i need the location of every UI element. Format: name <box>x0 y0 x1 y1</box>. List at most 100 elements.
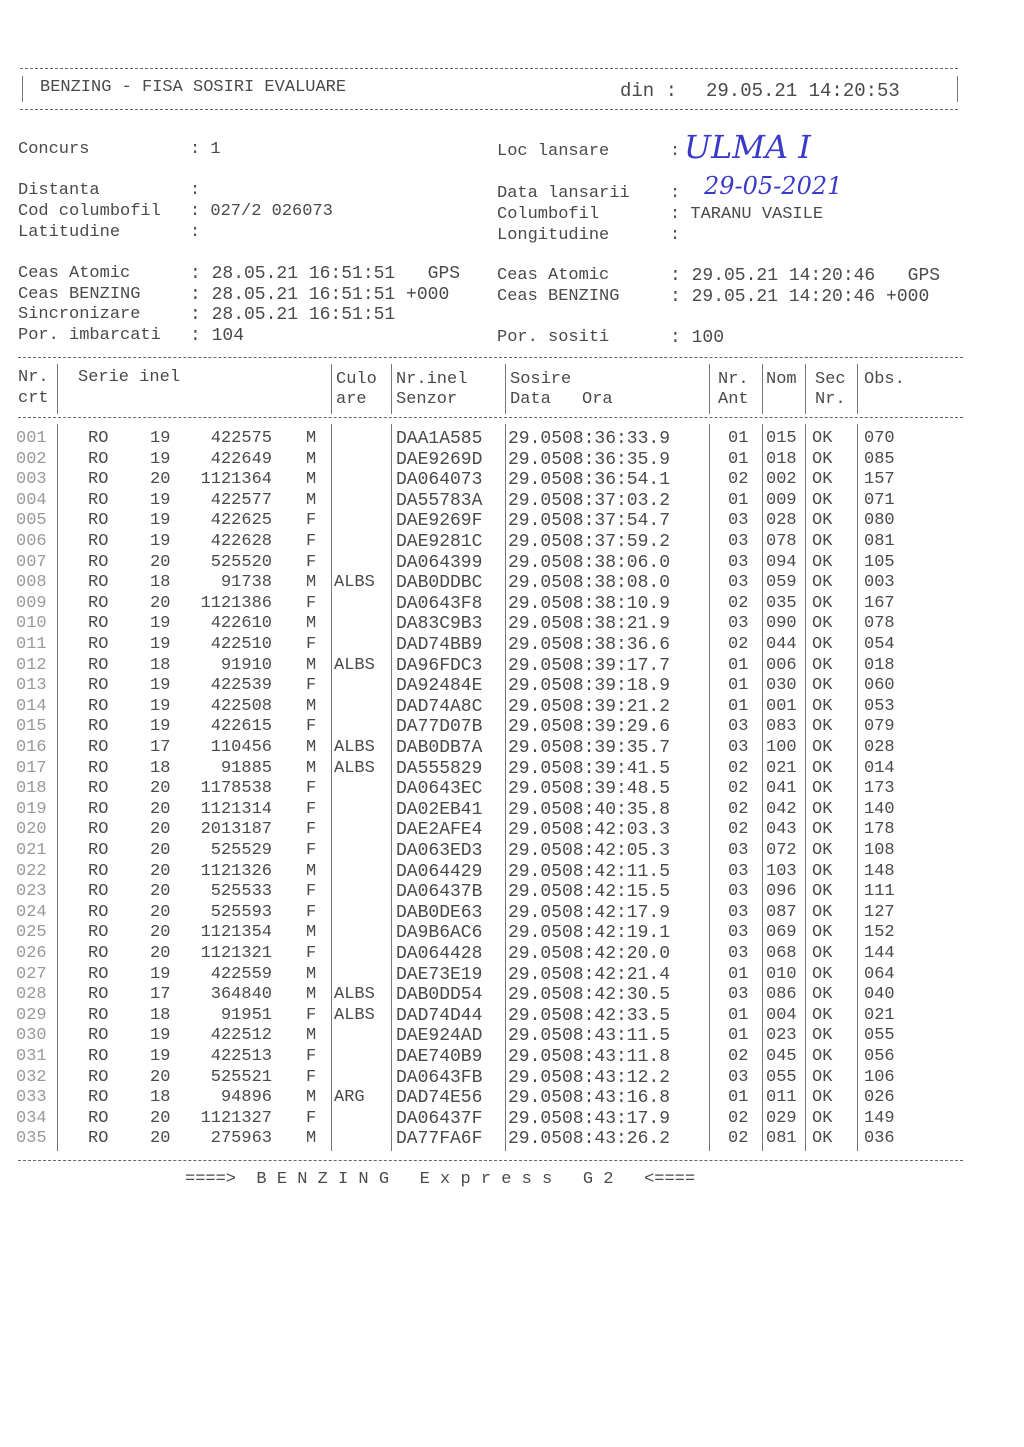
cell-nr: 005 <box>16 511 47 531</box>
cell-country: RO <box>88 676 109 696</box>
cell-color: ALBS <box>334 655 375 675</box>
cell-sensor: DA0643FB <box>396 1067 483 1088</box>
cell-ant: 03 <box>728 717 749 737</box>
cell-ring: 525529 <box>210 841 272 860</box>
cell-ring: 1121364 <box>200 470 272 490</box>
cell-year: 19 <box>150 429 171 448</box>
cell-country: RO <box>88 511 109 531</box>
cell-sensor: DA02EB41 <box>396 799 483 820</box>
ceas-atomic2-value: : 29.05.21 14:20:46 GPS <box>670 266 941 286</box>
cell-sensor: DA064399 <box>396 552 483 573</box>
cell-year: 20 <box>150 470 171 490</box>
cell-year: 20 <box>150 593 171 613</box>
cell-ant: 02 <box>728 779 749 799</box>
cell-country: RO <box>88 1108 109 1128</box>
cell-obs: 080 <box>864 511 895 531</box>
cell-ant: 02 <box>728 1108 749 1128</box>
cell-sec: OK <box>812 841 833 860</box>
sositi-label: Por. sositi <box>497 328 610 347</box>
columbofil-value: : TARANU VASILE <box>670 205 824 224</box>
cell-year: 20 <box>150 779 171 799</box>
cell-nom: 072 <box>766 841 797 860</box>
col-obs: Obs. <box>864 370 905 389</box>
cell-ring: 525593 <box>210 902 272 922</box>
cell-country: RO <box>88 820 109 840</box>
cell-year: 20 <box>150 861 171 881</box>
cell-year: 19 <box>150 490 171 510</box>
cell-nom: 004 <box>766 1005 797 1025</box>
concurs-label: Concurs <box>18 140 90 159</box>
cell-ant: 03 <box>728 882 749 902</box>
cell-ring: 91910 <box>220 655 272 675</box>
column-divider <box>391 424 392 1151</box>
cell-nom: 096 <box>766 882 797 902</box>
cell-ant: 01 <box>728 1026 749 1046</box>
cell-nom: 043 <box>766 820 797 840</box>
cell-ring: 422508 <box>210 696 272 716</box>
table-bottom-border <box>18 1160 963 1161</box>
cell-sec: OK <box>812 429 833 448</box>
cell-time: 08:42:30.5 <box>562 985 671 1006</box>
cod-label: Cod columbofil <box>18 202 161 221</box>
cell-ring: 94896 <box>220 1088 272 1108</box>
column-divider <box>762 364 763 414</box>
cell-time: 08:39:17.7 <box>562 655 671 676</box>
divider <box>22 76 23 102</box>
cell-ant: 02 <box>728 799 749 819</box>
cell-sec: OK <box>812 717 833 737</box>
cell-country: RO <box>88 696 109 716</box>
cell-obs: 127 <box>864 902 895 922</box>
cell-country: RO <box>88 470 109 490</box>
column-divider <box>331 364 332 414</box>
cell-sex: F <box>306 841 317 860</box>
cell-color: ARG <box>334 1088 365 1108</box>
cell-time: 08:39:35.7 <box>562 738 671 758</box>
cell-time: 08:43:12.2 <box>562 1067 671 1088</box>
column-divider <box>57 424 58 1151</box>
col-inel-2: Senzor <box>396 390 458 409</box>
ceas-atomic-value: : 28.05.21 16:51:51 GPS <box>190 264 461 284</box>
cell-sensor: DA55783A <box>396 490 483 511</box>
cell-date: 29.05 <box>508 490 563 511</box>
cell-sec: OK <box>812 696 833 716</box>
cell-country: RO <box>88 799 109 819</box>
longitudine-value: : <box>670 226 681 245</box>
cell-sex: M <box>306 696 317 716</box>
cell-sensor: DA064428 <box>396 944 483 964</box>
cell-obs: 040 <box>864 985 895 1005</box>
cell-ant: 03 <box>728 1067 749 1087</box>
cell-country: RO <box>88 593 109 613</box>
cell-nom: 044 <box>766 635 797 654</box>
cell-country: RO <box>88 635 109 654</box>
cell-sex: M <box>306 738 317 757</box>
cell-ant: 02 <box>728 470 749 490</box>
sositi-value: : 100 <box>670 328 725 348</box>
cell-sec: OK <box>812 1026 833 1046</box>
cell-year: 20 <box>150 552 171 572</box>
cell-sensor: DA83C9B3 <box>396 614 483 635</box>
cell-time: 08:37:59.2 <box>562 532 671 552</box>
cell-sensor: DA064429 <box>396 861 483 882</box>
cell-time: 08:36:35.9 <box>562 449 671 470</box>
cell-year: 19 <box>150 717 171 737</box>
cell-time: 08:39:29.6 <box>562 717 671 738</box>
cell-sensor: DAE73E19 <box>396 964 483 985</box>
cell-ant: 03 <box>728 552 749 572</box>
cell-year: 20 <box>150 1108 171 1128</box>
cell-sex: F <box>306 1005 317 1025</box>
cell-year: 19 <box>150 1026 171 1046</box>
cell-obs: 060 <box>864 676 895 696</box>
column-divider <box>805 364 806 414</box>
cell-obs: 152 <box>864 923 895 943</box>
cell-country: RO <box>88 655 109 675</box>
cell-nr: 025 <box>16 923 47 943</box>
cell-country: RO <box>88 1088 109 1108</box>
data-handwritten: 29-05-2021 <box>704 172 843 200</box>
cell-nr: 014 <box>16 696 47 716</box>
columbofil-label: Columbofil <box>497 205 600 224</box>
cell-nom: 009 <box>766 490 797 510</box>
cell-time: 08:42:11.5 <box>562 861 671 882</box>
cell-ring: 422625 <box>210 511 272 531</box>
cell-sex: F <box>306 635 317 654</box>
cell-sex: F <box>306 882 317 902</box>
